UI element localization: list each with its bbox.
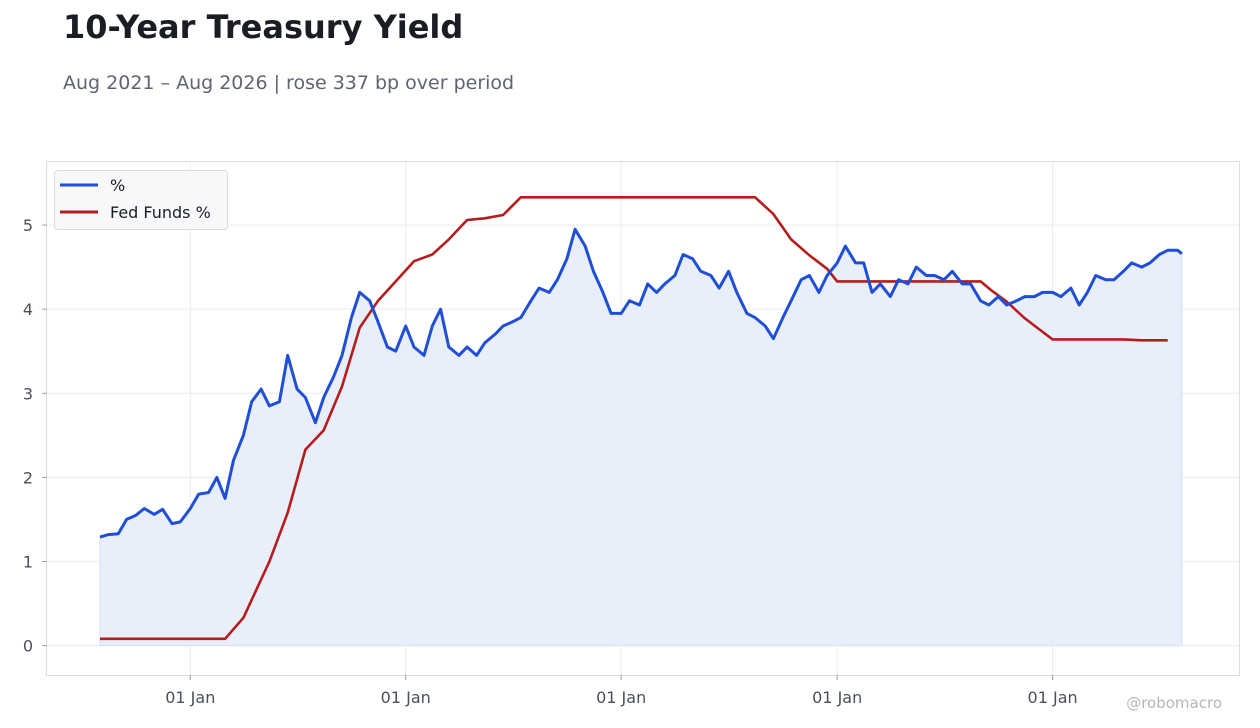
legend: % Fed Funds %: [54, 170, 228, 230]
yield-line: [99, 227, 1183, 539]
x-tick-label: 01 Jan: [165, 688, 215, 707]
y-tick-label: 3: [23, 384, 33, 403]
x-tick-label: 01 Jan: [596, 688, 646, 707]
x-axis: 01 Jan 01 Jan 01 Jan 01 Jan 01 Jan: [165, 675, 1078, 707]
watermark: @robomacro: [1126, 694, 1222, 712]
x-tick-label: 01 Jan: [812, 688, 862, 707]
y-tick-label: 1: [23, 552, 33, 571]
y-tick-label: 0: [23, 637, 33, 656]
fed-funds-line: [100, 196, 1168, 641]
legend-label-yield: %: [110, 176, 125, 195]
x-tick-label: 01 Jan: [381, 688, 431, 707]
chart-subtitle: Aug 2021 – Aug 2026 | rose 337 bp over p…: [63, 72, 515, 94]
plot-frame: [46, 161, 1240, 676]
y-tick-label: 5: [23, 216, 33, 235]
x-tick-label: 01 Jan: [1028, 688, 1078, 707]
chart-title: 10-Year Treasury Yield: [63, 8, 464, 46]
y-tick-label: 2: [23, 468, 33, 487]
y-tick-label: 4: [23, 300, 33, 319]
legend-label-fed-funds: Fed Funds %: [110, 203, 211, 222]
y-axis: 0 1 2 3 4 5: [23, 216, 47, 656]
yield-area-fill: [99, 228, 1183, 647]
